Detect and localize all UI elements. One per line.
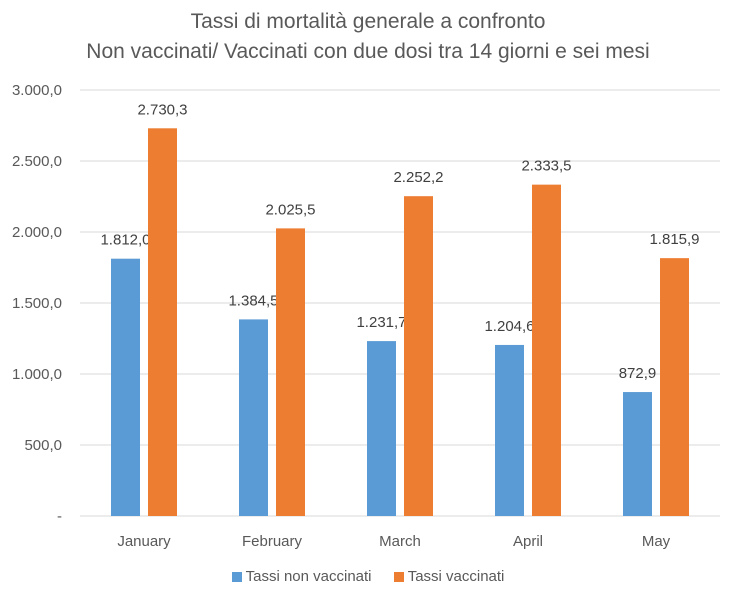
y-tick-label: - <box>57 508 62 525</box>
chart-title: Tassi di mortalità generale a confronto <box>190 10 546 33</box>
data-label: 1.812,0 <box>100 232 150 249</box>
bar-non-vaccinated <box>623 392 652 516</box>
data-label: 2.025,5 <box>265 201 315 218</box>
bar-non-vaccinated <box>367 341 396 516</box>
legend-swatch-vaccinated <box>393 571 404 582</box>
x-tick-label: March <box>379 533 421 550</box>
y-tick-label: 3.000,0 <box>12 82 62 99</box>
bar-vaccinated <box>532 184 561 516</box>
chart-subtitle: Non vaccinati/ Vaccinati con due dosi tr… <box>86 40 650 63</box>
data-label: 1.384,5 <box>228 292 278 309</box>
bar-non-vaccinated <box>495 344 524 516</box>
data-label: 2.333,5 <box>521 158 571 175</box>
data-label: 2.252,2 <box>393 169 443 186</box>
data-label: 1.815,9 <box>649 231 699 248</box>
legend-item-vaccinated: Tassi vaccinati <box>393 568 505 585</box>
x-tick-label: May <box>642 533 671 550</box>
y-tick-label: 2.000,0 <box>12 224 62 241</box>
y-tick-label: 1.500,0 <box>12 295 62 312</box>
bar-non-vaccinated <box>111 258 140 516</box>
bar-vaccinated <box>276 228 305 516</box>
x-tick-label: January <box>117 533 171 550</box>
y-tick-label: 2.500,0 <box>12 153 62 170</box>
x-tick-label: February <box>242 533 303 550</box>
bar-vaccinated <box>404 196 433 516</box>
bar-non-vaccinated <box>239 319 268 516</box>
bar-vaccinated <box>660 258 689 516</box>
data-label: 2.730,3 <box>137 101 187 118</box>
legend-label-vaccinated: Tassi vaccinati <box>407 568 505 585</box>
x-tick-label: April <box>513 533 543 550</box>
data-label: 872,9 <box>619 365 657 382</box>
legend-label-non-vaccinated: Tassi non vaccinati <box>245 568 372 585</box>
data-label: 1.231,7 <box>356 314 406 331</box>
bar-vaccinated <box>148 128 177 516</box>
legend-item-non-vaccinated: Tassi non vaccinati <box>231 568 372 585</box>
data-label: 1.204,6 <box>484 318 534 335</box>
legend-swatch-non-vaccinated <box>231 571 242 582</box>
legend: Tassi non vaccinati Tassi vaccinati <box>0 568 736 586</box>
y-tick-label: 500,0 <box>24 437 62 454</box>
y-tick-label: 1.000,0 <box>12 366 62 383</box>
